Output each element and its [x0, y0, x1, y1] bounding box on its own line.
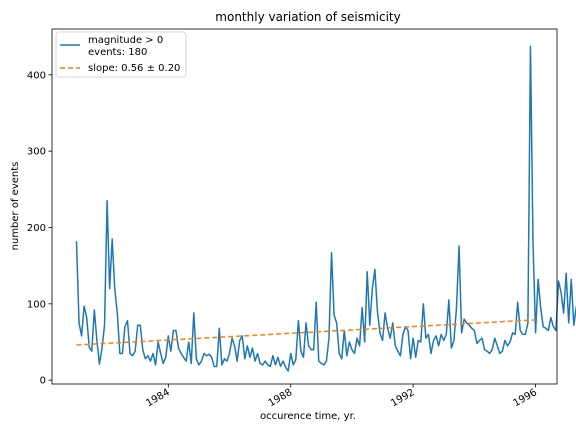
series-line-slope	[76, 319, 536, 346]
plot-frame	[51, 28, 558, 385]
legend-label-magnitude-line1: magnitude > 0	[88, 35, 163, 46]
y-tick-label: 300	[27, 147, 46, 158]
y-tick-label: 100	[27, 299, 46, 310]
chart-title: monthly variation of seismicity	[215, 10, 400, 24]
y-tick-label: 200	[27, 223, 46, 234]
legend-label-slope: slope: 0.56 ± 0.20	[88, 63, 180, 74]
series-layer	[75, 45, 576, 372]
y-tick-label: 0	[40, 376, 46, 387]
plot-background	[52, 29, 557, 384]
legend: magnitude > 0 events: 180 slope: 0.56 ± …	[55, 31, 187, 78]
y-axis-label: number of events	[10, 162, 21, 251]
legend-label-magnitude-line2: events: 180	[88, 47, 147, 58]
x-axis-label: occurence time, yr.	[260, 411, 356, 422]
y-axis: 0 100 200 300 400	[27, 70, 52, 387]
legend-box	[55, 31, 187, 78]
y-tick-label: 400	[27, 70, 46, 81]
series-line-magnitude	[75, 45, 576, 372]
plot-area	[51, 28, 576, 385]
